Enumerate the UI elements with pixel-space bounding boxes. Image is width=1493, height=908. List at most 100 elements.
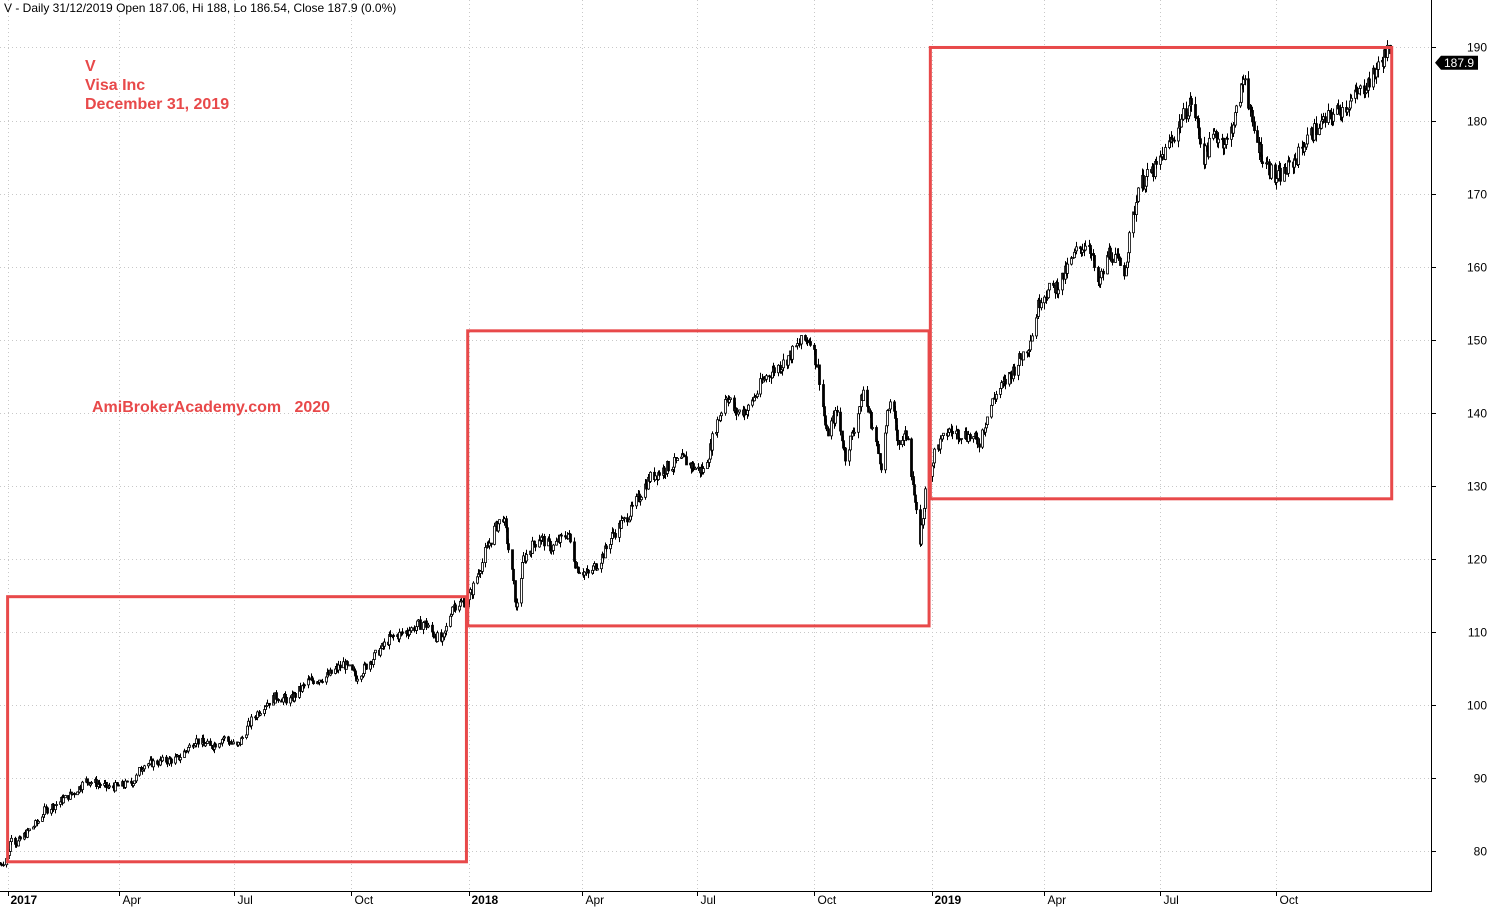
price-candle-body [179,757,182,761]
price-candle-body [631,504,634,507]
price-candle-body [19,836,22,840]
x-tick-label: 2018 [472,893,499,907]
year-range-box [466,329,931,628]
price-candle-body [995,393,998,400]
price-candle-body [635,496,638,507]
price-candle-body [1204,145,1207,165]
price-candle-body [862,389,865,402]
price-candle-body [1217,138,1220,144]
price-candle-body [10,837,13,842]
price-candle-body [174,756,177,764]
price-candle-body [1185,108,1188,120]
price-candle-body [451,606,454,615]
price-candle-body [484,547,487,564]
price-candle-body [1223,144,1226,149]
price-candle-body [853,431,856,434]
y-tick-label: 130 [1467,480,1487,494]
y-tick-label: 120 [1467,553,1487,567]
price-candle-body [1306,134,1309,145]
price-candle-body [401,631,404,634]
price-candle-body [493,525,496,545]
x-tick-label: Apr [123,893,142,907]
price-candle-body [114,782,117,792]
price-candle-body [685,456,688,466]
price-candle-body [1043,296,1046,304]
price-candle-body [978,443,981,448]
price-candle-body [976,437,979,445]
price-candle-body [924,488,927,509]
last-price-label: 187.9 [1435,55,1478,70]
price-candle-body [951,430,954,435]
price-candle-body [1284,166,1287,174]
price-candle-body [525,554,528,562]
price-candle-body [521,562,524,579]
price-candle-body [55,804,58,806]
price-candle-body [1341,107,1344,118]
price-candle-body [867,406,870,413]
price-candle-body [1004,378,1007,385]
price-candle-body [880,463,883,471]
price-candle-body [756,393,759,398]
price-candle-body [1040,302,1043,309]
price-candle-body [683,454,686,458]
price-candle-body [587,569,590,574]
price-candle-body [187,746,190,752]
price-candle-body [241,737,244,739]
price-candle-body [676,458,679,461]
price-candle-body [330,669,333,674]
price-candle-body [170,758,173,764]
price-candle-body [351,664,354,671]
price-candle-body [161,756,164,762]
price-candle-body [534,544,537,548]
year-range-box [6,595,468,864]
price-candle-body [1128,232,1131,254]
price-candle-body [507,543,510,551]
price-candle-body [765,375,768,380]
price-candle-body [511,549,514,570]
chart-header: V - Daily 31/12/2019 Open 187.06, Hi 188… [4,1,397,15]
price-candle-body [1035,317,1038,337]
price-candle-body [289,697,292,704]
price-candle-body [259,713,262,716]
price-candle-body [574,560,577,569]
price-candle-body [1270,164,1273,179]
price-candle-body [339,664,342,669]
x-tick-label: Oct [818,893,837,907]
price-candle-body [990,404,993,418]
annotation-date: December 31, 2019 [85,96,230,113]
price-candle-body [910,438,913,477]
year-range-box [928,45,1394,501]
price-candle-body [969,434,972,440]
price-candle-body [720,412,723,417]
price-candle-body [747,404,750,411]
price-candle-body [1365,89,1368,94]
price-candle-body [1180,118,1183,128]
price-candle-body [479,570,482,574]
price-candle-body [516,602,519,608]
price-candle-body [108,785,111,788]
price-candle-body [214,743,217,748]
price-candle-body [218,743,221,748]
price-candle-body [454,604,457,611]
price-candle-body [716,419,719,433]
price-candle-body [250,716,253,727]
price-candle-body [991,398,994,406]
price-candle-body [614,532,617,538]
price-candle-body [416,620,419,628]
price-candle-body [81,781,84,791]
price-candle-body [849,435,852,451]
price-candle-body [490,542,493,545]
price-candle-body [117,784,120,787]
price-candle-body [844,447,847,462]
price-candle-body [555,540,558,546]
price-candle-body [126,780,129,783]
price-candle-body [621,518,624,521]
x-tick-label: Apr [1048,893,1067,907]
price-candle-body [692,463,695,471]
price-candle-body [735,407,738,415]
price-candle-body [436,632,439,642]
price-candle-body [907,438,910,441]
price-candle-body [1100,270,1103,279]
price-candle-body [348,664,351,667]
